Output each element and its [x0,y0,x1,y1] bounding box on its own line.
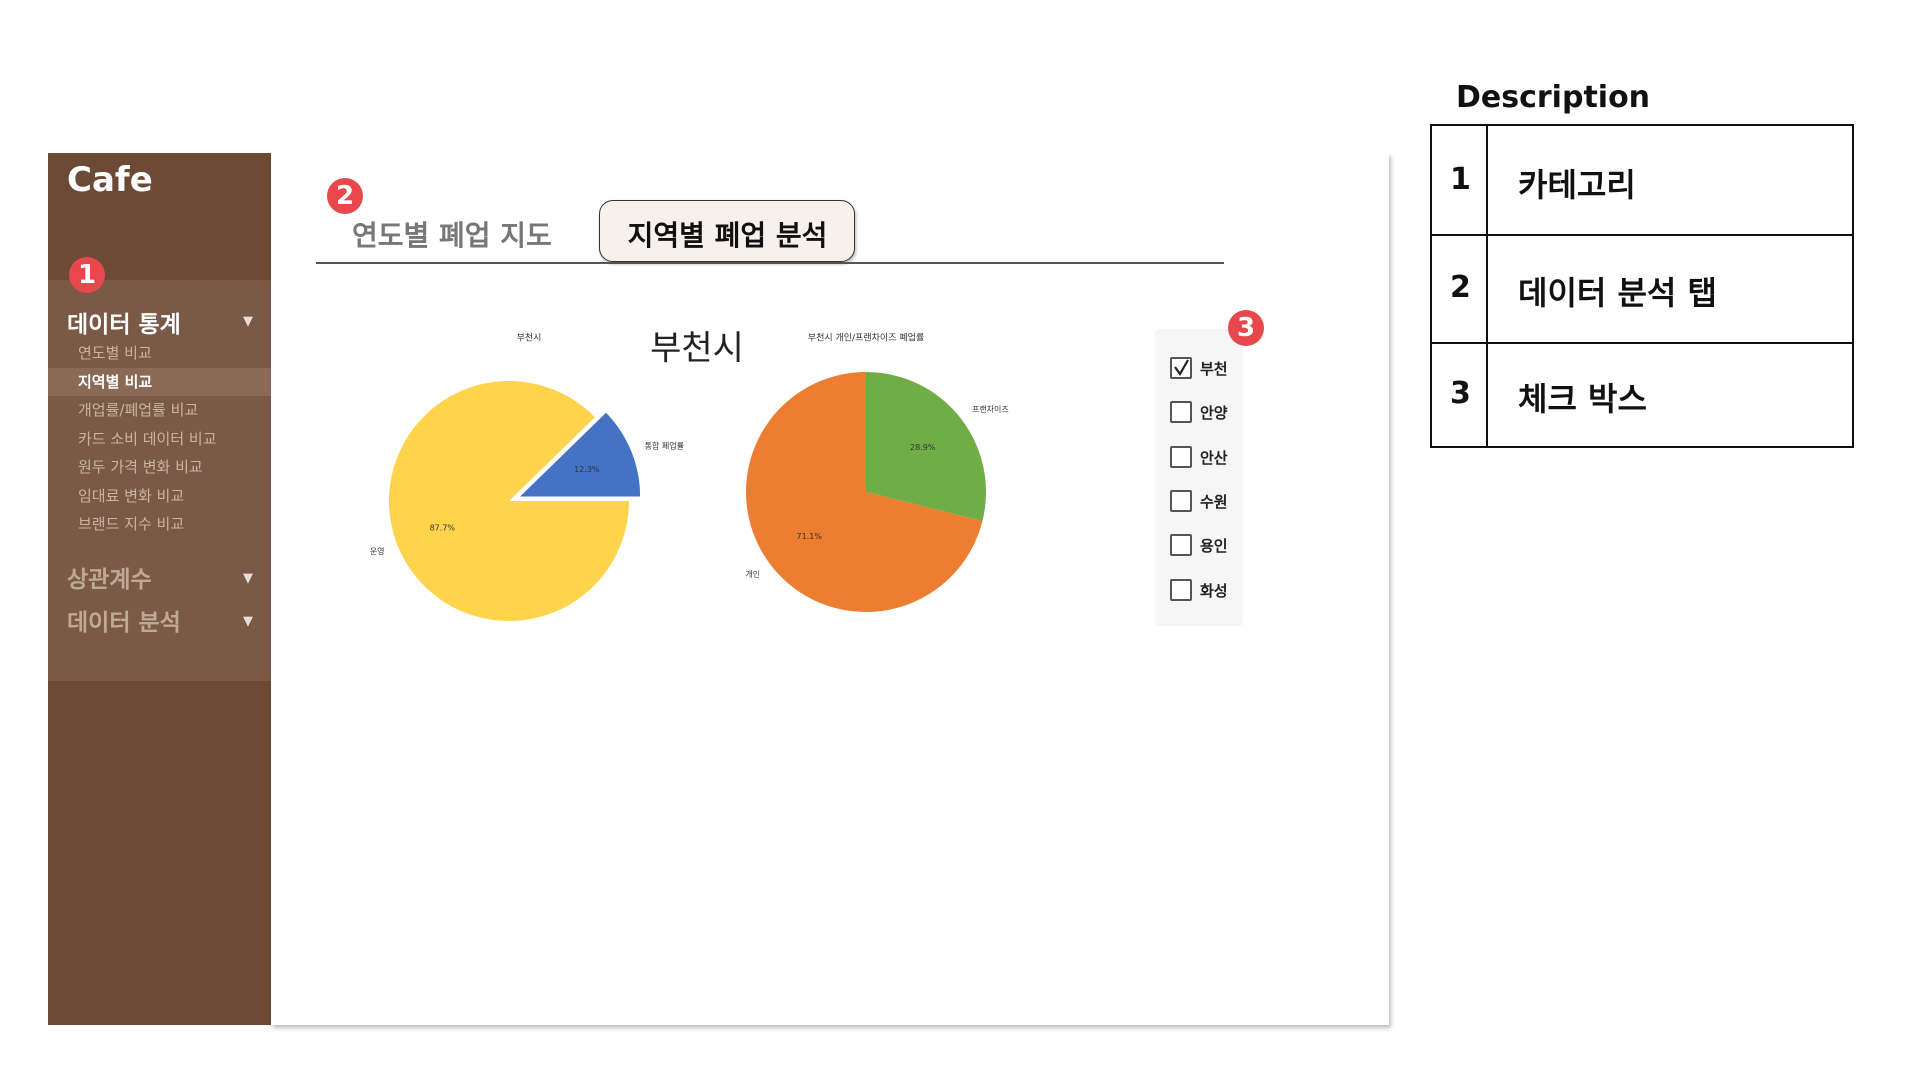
checkbox[interactable] [1170,445,1192,468]
checkbox[interactable] [1170,534,1192,557]
tab[interactable]: 지역별 폐업 분석 [627,219,828,252]
badge: 2 [327,178,363,214]
main-title: 부천시 [650,329,744,369]
pie-category-label: 프랜차이즈 [972,404,1009,414]
cell-number: 1 [1450,162,1471,197]
description-title: Description [1456,80,1651,115]
checkbox[interactable] [1170,489,1192,512]
menu-group[interactable]: 상관계수 [67,567,152,593]
menu-arrow[interactable]: ▼ [243,614,253,629]
checkbox[interactable] [1170,578,1192,601]
menu-arrow[interactable]: ▼ [243,314,253,329]
pie-slice [866,372,986,522]
pie-value-label: 71.1% [797,532,823,541]
submenu-item[interactable]: 지역별 비교 [78,372,153,391]
cell-text: 카테고리 [1518,166,1636,204]
menu-group[interactable]: 데이터 분석 [67,610,181,636]
badge: 3 [1228,310,1264,346]
checkmark [1174,359,1189,377]
pie-value-label: 87.7% [430,524,456,533]
checkbox[interactable] [1170,401,1192,424]
submenu-item[interactable]: 카드 소비 데이터 비교 [78,429,217,448]
brand: Cafe [67,160,153,200]
submenu-item[interactable]: 브랜드 지수 비교 [78,515,185,533]
pie-value-label: 12.3% [574,465,600,474]
cell-text: 데이터 분석 탭 [1518,274,1717,312]
submenu-item[interactable]: 임대료 변화 비교 [78,486,185,505]
cell-number: 3 [1450,376,1471,411]
checkbox-label[interactable]: 안산 [1200,448,1228,467]
pie-category-label: 개인 [745,569,760,579]
menu-arrow[interactable]: ▼ [243,571,253,586]
checkbox-label[interactable]: 화성 [1200,581,1228,600]
menu-group[interactable]: 데이터 통계 [67,312,181,338]
submenu-item[interactable]: 연도별 비교 [78,344,152,362]
cell-number: 2 [1450,270,1471,305]
menu-highlight [48,368,272,396]
row-divider [1432,234,1852,236]
submenu-item[interactable]: 원두 가격 변화 비교 [78,458,203,476]
submenu-item[interactable]: 개업률/폐업률 비교 [78,401,199,419]
menu-panel [48,280,280,681]
pie-slice [746,372,983,612]
pie-title: 부천시 개인/프랜차이즈 폐업률 [808,332,924,344]
checkbox-panel [1155,329,1243,626]
checkbox-label[interactable]: 안양 [1200,404,1228,423]
pie-slice [389,381,629,622]
description-table: 1 카테고리 2 데이터 분석 탭 3 체크 박스 [1430,124,1854,448]
tab-underline [316,262,1224,264]
checkbox-label[interactable]: 부천 [1200,360,1228,378]
cell-text: 체크 박스 [1518,380,1647,418]
column-divider [1486,126,1488,446]
checkbox-label[interactable]: 수원 [1200,492,1228,511]
pie-category-label: 통합 폐업률 [645,440,684,450]
tab-active[interactable] [599,200,855,262]
checkbox-label[interactable]: 용인 [1200,537,1228,556]
pie-category-label: 운영 [370,546,385,556]
pie-value-label: 28.9% [910,443,936,452]
tab[interactable]: 연도별 폐업 지도 [352,219,552,252]
pie-slice [520,412,641,497]
checkbox[interactable] [1170,357,1192,379]
row-divider [1432,342,1852,344]
badge: 1 [69,257,105,293]
pie-title: 부천시 [517,333,542,344]
